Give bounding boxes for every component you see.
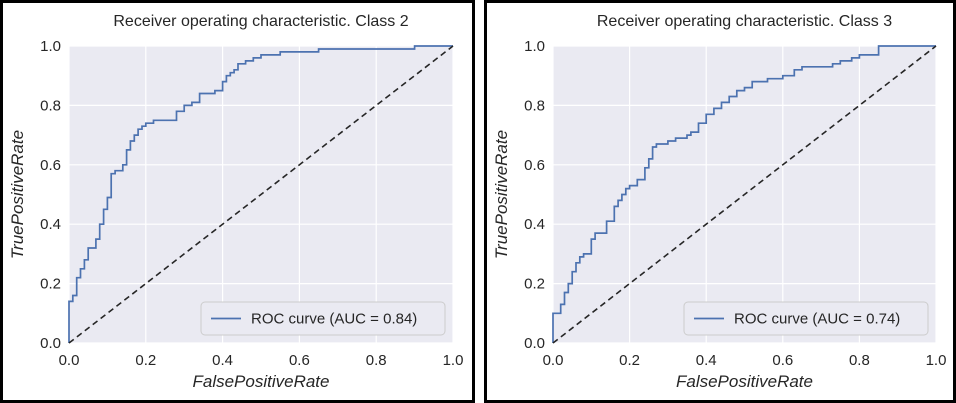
y-tick-label: 1.0 <box>40 38 61 55</box>
x-tick-label: 0.6 <box>289 352 310 369</box>
y-axis-label: TruePositiveRate <box>492 130 511 259</box>
chance-diagonal-line <box>552 45 937 344</box>
x-tick-label: 0.8 <box>366 352 387 369</box>
x-tick-label: 0.0 <box>543 352 564 369</box>
x-axis-label: FalsePositiveRate <box>676 372 813 391</box>
y-tick-label: 0.4 <box>40 216 61 233</box>
legend-label: ROC curve (AUC = 0.74) <box>734 311 900 328</box>
x-tick-label: 0.4 <box>212 352 233 369</box>
x-tick-label: 0.8 <box>849 352 870 369</box>
legend-box <box>683 301 929 336</box>
legend-box <box>200 301 446 336</box>
chart-title: Receiver operating characteristic. Class… <box>597 13 892 30</box>
x-tick-label: 0.0 <box>59 352 80 369</box>
y-tick-label: 0.0 <box>40 335 61 352</box>
legend: ROC curve (AUC = 0.74) <box>683 301 929 336</box>
legend-label: ROC curve (AUC = 0.84) <box>251 311 417 328</box>
y-tick-label: 0.8 <box>40 97 61 114</box>
x-tick-label: 0.4 <box>696 352 717 369</box>
x-axis-label: FalsePositiveRate <box>192 372 329 391</box>
y-tick-label: 0.6 <box>40 157 61 174</box>
x-tick-label: 0.2 <box>619 352 640 369</box>
y-tick-label: 0.6 <box>524 157 545 174</box>
y-axis-label: TruePositiveRate <box>8 130 27 259</box>
chance-diagonal-line <box>68 45 454 344</box>
x-tick-label: 0.2 <box>135 352 156 369</box>
x-tick-label: 1.0 <box>443 352 464 369</box>
y-tick-label: 0.2 <box>40 276 61 293</box>
roc-curve-line <box>68 45 453 343</box>
chart-panel-class-2: Receiver operating characteristic. Class… <box>0 0 475 403</box>
y-tick-label: 0.2 <box>524 276 545 293</box>
x-tick-label: 1.0 <box>926 352 947 369</box>
chart-title: Receiver operating characteristic. Class… <box>113 13 408 30</box>
y-tick-label: 0.8 <box>524 97 545 114</box>
roc-chart-class-3: Receiver operating characteristic. Class… <box>492 13 947 391</box>
y-tick-label: 1.0 <box>524 38 545 55</box>
y-tick-label: 0.0 <box>524 335 545 352</box>
roc-chart-class-2: Receiver operating characteristic. Class… <box>8 13 464 391</box>
roc-curve-line <box>552 45 936 343</box>
y-tick-label: 0.4 <box>524 216 545 233</box>
legend: ROC curve (AUC = 0.84) <box>200 301 446 336</box>
chart-panel-class-3: Receiver operating characteristic. Class… <box>484 0 956 403</box>
x-tick-label: 0.6 <box>772 352 793 369</box>
